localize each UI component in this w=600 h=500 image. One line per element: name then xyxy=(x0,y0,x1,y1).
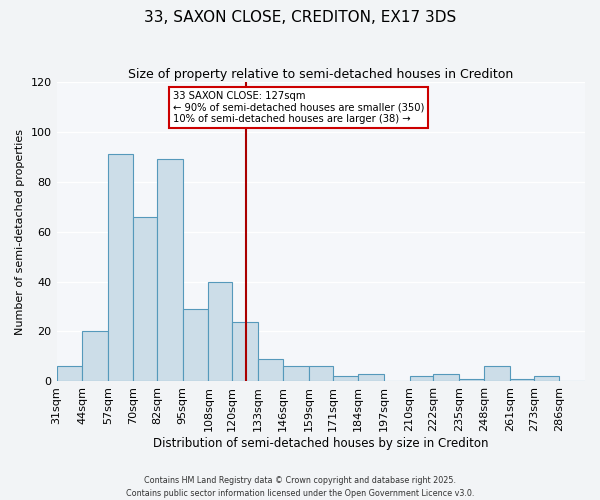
Bar xyxy=(232,322,257,382)
Bar xyxy=(358,374,384,382)
Bar xyxy=(459,379,484,382)
Bar xyxy=(108,154,133,382)
Title: Size of property relative to semi-detached houses in Crediton: Size of property relative to semi-detach… xyxy=(128,68,514,80)
Bar xyxy=(257,359,283,382)
X-axis label: Distribution of semi-detached houses by size in Crediton: Distribution of semi-detached houses by … xyxy=(153,437,488,450)
Text: 33, SAXON CLOSE, CREDITON, EX17 3DS: 33, SAXON CLOSE, CREDITON, EX17 3DS xyxy=(144,10,456,25)
Bar xyxy=(410,376,433,382)
Bar xyxy=(332,376,358,382)
Bar xyxy=(534,376,559,382)
Bar xyxy=(283,366,309,382)
Bar xyxy=(433,374,459,382)
Text: Contains HM Land Registry data © Crown copyright and database right 2025.
Contai: Contains HM Land Registry data © Crown c… xyxy=(126,476,474,498)
Bar xyxy=(309,366,332,382)
Text: 33 SAXON CLOSE: 127sqm
← 90% of semi-detached houses are smaller (350)
10% of se: 33 SAXON CLOSE: 127sqm ← 90% of semi-det… xyxy=(173,90,424,124)
Y-axis label: Number of semi-detached properties: Number of semi-detached properties xyxy=(15,128,25,334)
Bar xyxy=(82,332,108,382)
Bar xyxy=(484,366,510,382)
Bar xyxy=(157,159,183,382)
Bar xyxy=(133,216,157,382)
Bar xyxy=(56,366,82,382)
Bar xyxy=(208,282,232,382)
Bar xyxy=(183,309,208,382)
Bar xyxy=(510,379,534,382)
